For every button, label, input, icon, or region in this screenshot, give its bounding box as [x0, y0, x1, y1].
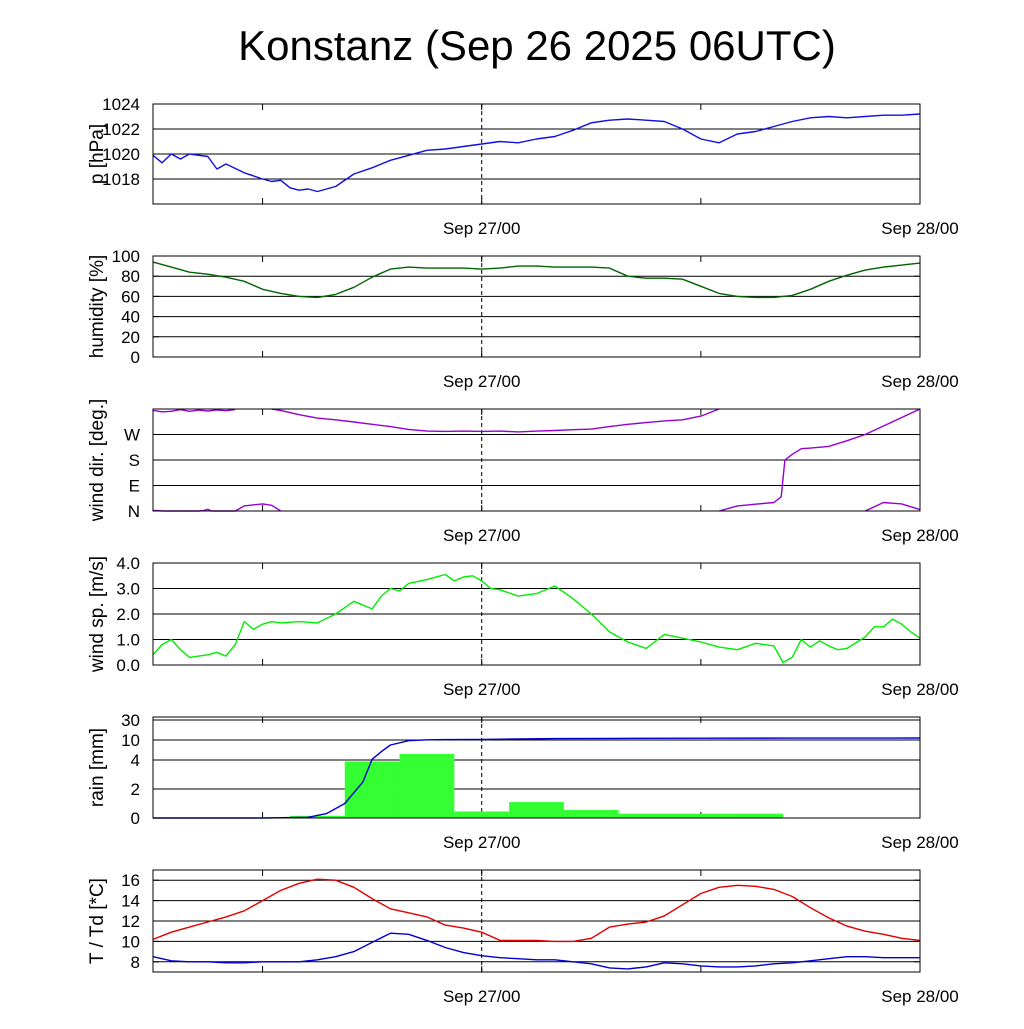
- rain-bar: [618, 813, 674, 818]
- y-tick-label: W: [124, 426, 140, 445]
- series-pressure: [152, 113, 921, 193]
- series-wind_speed: [152, 573, 921, 664]
- chart-title: Konstanz (Sep 26 2025 06UTC): [238, 22, 836, 69]
- y-tick-label: 0.0: [116, 656, 140, 675]
- rain-bar: [344, 761, 400, 818]
- y-axis-label: p [hPa]: [87, 124, 108, 184]
- y-tick-label: 30: [121, 711, 140, 730]
- rain-bar: [728, 813, 784, 818]
- rain-bar: [454, 811, 510, 818]
- x-tick-label: Sep 27/00: [443, 833, 521, 852]
- series-temperature: [152, 878, 921, 943]
- x-tick-label: Sep 28/00: [881, 680, 959, 699]
- x-tick-label: Sep 28/00: [881, 833, 959, 852]
- plot-frame: [152, 562, 921, 666]
- series-wind_dir_b: [271, 408, 720, 433]
- y-tick-label: 4: [131, 751, 140, 770]
- plot-frame: [152, 103, 921, 205]
- rain-bar: [563, 810, 619, 818]
- x-tick-label: Sep 27/00: [443, 372, 521, 391]
- x-tick-label: Sep 28/00: [881, 372, 959, 391]
- series-wind_dir_c: [784, 408, 921, 461]
- plot-frame: [152, 869, 921, 973]
- series-wind_dir_d: [152, 503, 282, 512]
- y-tick-label: 2: [131, 780, 140, 799]
- y-tick-label: 1020: [102, 145, 140, 164]
- plot-frame: [152, 255, 921, 358]
- y-tick-label: 1024: [102, 95, 140, 114]
- y-tick-label: 1.0: [116, 631, 140, 650]
- series-wind_dir_f: [864, 501, 921, 512]
- x-tick-label: Sep 27/00: [443, 987, 521, 1006]
- y-tick-label: 8: [131, 953, 140, 972]
- panel-wind_speed: 0.0 1.0 2.0 3.0 4.0 Sep 27/00 Sep 28/00 wind sp…: [87, 554, 959, 699]
- y-tick-label: 14: [121, 892, 140, 911]
- rain-bar: [399, 754, 455, 818]
- y-tick-label: 10: [121, 731, 140, 750]
- series-dewpoint: [152, 932, 920, 970]
- y-tick-label: 2.0: [116, 605, 140, 624]
- y-tick-label: 60: [121, 287, 140, 306]
- x-tick-label: Sep 27/00: [443, 526, 521, 545]
- y-tick-label: 1018: [102, 170, 140, 189]
- y-tick-label: S: [129, 451, 140, 470]
- y-tick-label: 80: [121, 267, 140, 286]
- plot-frame: [152, 408, 921, 512]
- panel-pressure: 1018 1020 1022 1024 Sep 27/00 Sep 28/00 p [hPa…: [87, 95, 959, 238]
- y-axis-label: wind sp. [m/s]: [87, 556, 108, 673]
- y-tick-label: 3.0: [116, 580, 140, 599]
- y-tick-label: 16: [121, 871, 140, 890]
- series-wind_dir_a: [152, 408, 236, 413]
- y-tick-label: 40: [121, 308, 140, 327]
- y-tick-label: 0: [131, 348, 140, 367]
- y-tick-label: 20: [121, 328, 140, 347]
- x-tick-label: Sep 28/00: [881, 526, 959, 545]
- rain-bar: [289, 815, 345, 818]
- x-tick-label: Sep 27/00: [443, 680, 521, 699]
- y-tick-label: N: [128, 502, 140, 521]
- y-tick-label: 4.0: [116, 554, 140, 573]
- y-tick-label: 12: [121, 912, 140, 931]
- series-humidity: [152, 261, 921, 299]
- y-axis-label: wind dir. [deg.]: [87, 399, 108, 523]
- x-tick-label: Sep 28/00: [881, 219, 959, 238]
- x-tick-label: Sep 27/00: [443, 219, 521, 238]
- series-rain_accumulated: [153, 737, 921, 819]
- y-axis-label: humidity [%]: [87, 255, 108, 358]
- series-wind_dir_e: [718, 459, 786, 512]
- plot-frame: [152, 716, 921, 819]
- y-tick-label: 10: [121, 932, 140, 951]
- x-tick-label: Sep 28/00: [881, 987, 959, 1006]
- y-tick-label: 1022: [102, 120, 140, 139]
- y-tick-label: E: [129, 477, 140, 496]
- y-tick-label: 0: [131, 809, 140, 828]
- y-axis-label: T / Td [*C]: [87, 878, 108, 964]
- y-axis-label: rain [mm]: [87, 728, 108, 807]
- rain-bar: [509, 802, 564, 818]
- y-tick-label: 100: [112, 247, 140, 266]
- rain-bar: [673, 813, 729, 818]
